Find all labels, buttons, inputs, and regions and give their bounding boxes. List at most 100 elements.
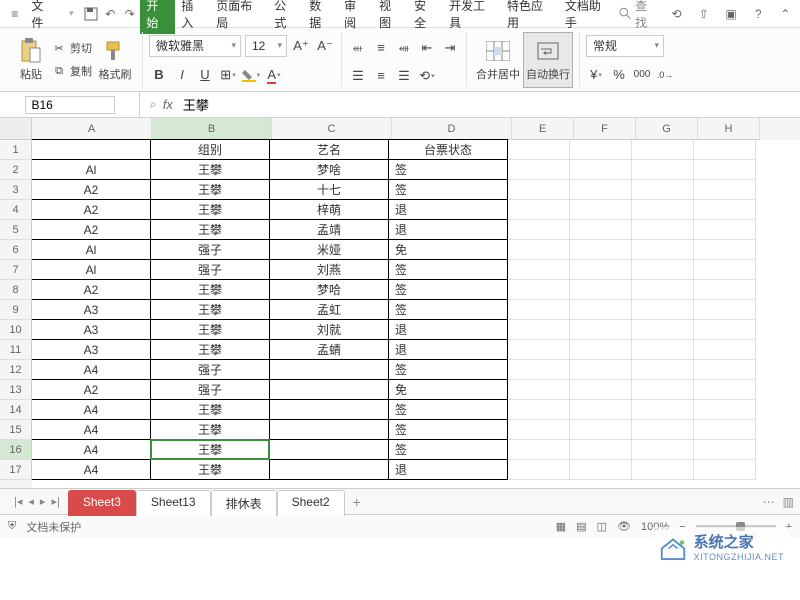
cell[interactable] (508, 260, 570, 280)
cell[interactable] (508, 220, 570, 240)
protect-icon[interactable]: ⛨ (8, 520, 16, 533)
cell[interactable]: 王攀 (150, 439, 270, 460)
grid[interactable]: 组别艺名台票状态Al王攀梦啥签A2王攀十七签A2王攀梓萌退A2王攀孟靖退Al强子… (32, 140, 800, 480)
cell[interactable]: 王攀 (150, 159, 270, 180)
cell[interactable] (632, 140, 694, 160)
cell[interactable] (694, 140, 756, 160)
cell[interactable]: 签 (388, 179, 508, 200)
cell[interactable] (570, 200, 632, 220)
cell[interactable] (570, 140, 632, 160)
name-box[interactable] (25, 96, 115, 114)
dropdown-icon[interactable]: ▾ (63, 5, 80, 23)
cell[interactable] (694, 220, 756, 240)
cell[interactable] (694, 380, 756, 400)
cell[interactable] (508, 180, 570, 200)
cell[interactable]: A2 (32, 379, 151, 400)
collapse-icon[interactable]: ⌃ (777, 5, 794, 23)
undo-icon[interactable]: ↶ (102, 5, 119, 23)
cell[interactable] (570, 280, 632, 300)
cell[interactable] (570, 400, 632, 420)
zoom-out-button[interactable]: − (679, 521, 685, 533)
cell[interactable] (508, 300, 570, 320)
cell[interactable] (632, 420, 694, 440)
sheet-tab[interactable]: 排休表 (211, 490, 277, 516)
cell[interactable] (570, 240, 632, 260)
cell[interactable] (694, 260, 756, 280)
cell[interactable]: 艺名 (269, 139, 389, 160)
cell[interactable] (508, 380, 570, 400)
row-header[interactable]: 4 (0, 200, 32, 220)
cell[interactable]: A3 (32, 299, 151, 320)
row-header[interactable]: 7 (0, 260, 32, 280)
cell[interactable] (632, 360, 694, 380)
align-top-icon[interactable]: ⬴ (348, 38, 368, 58)
menu-tab-3[interactable]: 公式 (268, 0, 303, 34)
menu-tab-0[interactable]: 开始 (140, 0, 175, 34)
cell[interactable] (632, 240, 694, 260)
cell[interactable] (694, 200, 756, 220)
cell[interactable]: 王攀 (150, 419, 270, 440)
cell[interactable] (269, 399, 389, 420)
row-header[interactable]: 12 (0, 360, 32, 380)
cell[interactable]: 签 (388, 419, 508, 440)
cell[interactable] (508, 140, 570, 160)
cell[interactable]: A3 (32, 319, 151, 340)
reading-icon[interactable]: 👁 (617, 520, 631, 533)
cell[interactable] (508, 280, 570, 300)
view-normal-icon[interactable]: ▦ (556, 520, 566, 533)
cell[interactable] (694, 440, 756, 460)
cell[interactable] (632, 180, 694, 200)
search-box[interactable]: 查找 (619, 0, 658, 31)
cell[interactable]: A2 (32, 179, 151, 200)
sheet-tab[interactable]: Sheet2 (277, 490, 345, 516)
add-sheet-button[interactable]: + (345, 494, 369, 510)
fill-color-button[interactable] (241, 65, 261, 85)
cell[interactable]: 王攀 (150, 319, 270, 340)
file-menu[interactable]: 文件 (25, 0, 60, 34)
cell[interactable]: 签 (388, 439, 508, 460)
cell[interactable]: 王攀 (150, 299, 270, 320)
row-header[interactable]: 11 (0, 340, 32, 360)
select-all-corner[interactable] (0, 118, 32, 140)
cell[interactable] (570, 360, 632, 380)
menu-tab-5[interactable]: 审阅 (338, 0, 373, 34)
cell[interactable]: Al (32, 159, 151, 180)
cell[interactable]: 签 (388, 399, 508, 420)
cell[interactable] (570, 220, 632, 240)
help-icon[interactable]: ? (750, 5, 767, 23)
row-header[interactable]: 14 (0, 400, 32, 420)
zoom-in-button[interactable]: + (786, 521, 792, 533)
row-header[interactable]: 6 (0, 240, 32, 260)
cell[interactable] (632, 400, 694, 420)
increase-font-icon[interactable]: A⁺ (291, 36, 311, 56)
cell[interactable] (570, 180, 632, 200)
cell[interactable]: 梦哈 (269, 279, 389, 300)
cell[interactable]: 签 (388, 279, 508, 300)
lookup-icon[interactable]: ⌕ (150, 97, 157, 112)
underline-button[interactable]: U (195, 65, 215, 85)
cell[interactable] (570, 160, 632, 180)
split-icon[interactable]: ▥ (783, 495, 794, 509)
sheet-tab[interactable]: Sheet13 (136, 490, 211, 516)
row-header[interactable]: 16 (0, 440, 32, 460)
paste-button[interactable]: 粘贴 (12, 32, 50, 88)
cell[interactable] (508, 400, 570, 420)
cell[interactable] (269, 459, 389, 480)
share-icon[interactable]: ⇧ (695, 5, 712, 23)
cell[interactable] (632, 280, 694, 300)
cell[interactable] (694, 280, 756, 300)
cell[interactable] (694, 300, 756, 320)
cell[interactable]: 免 (388, 379, 508, 400)
cell[interactable] (570, 440, 632, 460)
cell[interactable] (269, 439, 389, 460)
tabs-more-icon[interactable]: ⋯ (763, 495, 775, 509)
cell[interactable]: 王攀 (150, 399, 270, 420)
row-header[interactable]: 15 (0, 420, 32, 440)
cell[interactable]: 刘就 (269, 319, 389, 340)
cell[interactable]: 强子 (150, 239, 270, 260)
view-break-icon[interactable]: ◫ (597, 520, 607, 533)
cell[interactable]: 免 (388, 239, 508, 260)
cell[interactable] (570, 420, 632, 440)
col-header[interactable]: C (272, 118, 392, 140)
row-header[interactable]: 5 (0, 220, 32, 240)
